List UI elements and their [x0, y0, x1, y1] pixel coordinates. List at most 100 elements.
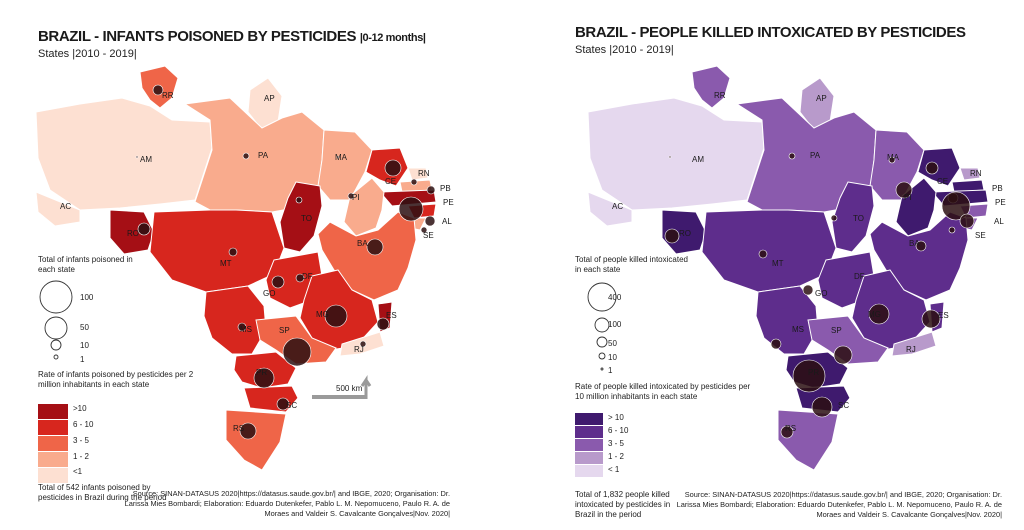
size-legend-circle-3 — [50, 339, 62, 351]
state-ro — [109, 209, 155, 255]
rate-swatch-3 — [575, 439, 603, 451]
bubble-sp — [833, 345, 853, 365]
label-ro: RO — [127, 229, 139, 238]
left-map-title: BRAZIL - INFANTS POISONED BY PESTICIDES … — [38, 28, 426, 45]
right-size-value-5: 1 — [608, 366, 613, 375]
label-ms: MS — [792, 325, 804, 334]
state-am — [587, 97, 765, 211]
label-es: ES — [386, 311, 397, 320]
right-brazil-map — [587, 65, 989, 471]
label-al: AL — [442, 217, 452, 226]
label-am: AM — [140, 155, 152, 164]
left-rate-legend-title: Rate of infants poisoned by pesticides p… — [38, 370, 194, 389]
state-pi — [343, 177, 385, 237]
left-rate-class-1: >10 — [73, 404, 87, 413]
bubble-ce — [384, 159, 402, 177]
state-pi — [895, 177, 937, 237]
label-rs: RS — [785, 424, 796, 433]
right-source-note: Source: SINAN-DATASUS 2020|https://datas… — [676, 490, 1002, 519]
label-sc: SC — [838, 401, 849, 410]
label-ac: AC — [60, 202, 71, 211]
right-map-svg: RR AP AM PA MA CE RN PB PE AL SE PI AC RO TO BA MT DF GO MG… — [575, 65, 1006, 477]
left-rate-class-4: 1 - 2 — [73, 452, 90, 461]
left-map-subtitle: States |2010 - 2019| — [38, 48, 137, 60]
label-ba: BA — [909, 239, 920, 248]
bubble-pr — [792, 359, 826, 393]
size-legend-circle-1 — [587, 282, 617, 312]
label-pi: PI — [352, 193, 360, 202]
label-rr: RR — [714, 91, 726, 100]
state-to — [831, 181, 875, 253]
size-legend-circle-2 — [594, 317, 610, 333]
bubble-pe — [398, 196, 424, 222]
label-pr: PR — [808, 368, 819, 377]
bubble-df — [295, 273, 305, 283]
label-es: ES — [938, 311, 949, 320]
bubble-am — [668, 155, 672, 159]
right-size-legend — [587, 282, 617, 371]
size-legend-circle-3 — [596, 336, 608, 348]
label-pe: PE — [995, 198, 1006, 207]
state-rr — [691, 65, 731, 109]
label-pa: PA — [810, 151, 821, 160]
bubble-pe — [941, 191, 971, 221]
state-rn — [407, 167, 429, 181]
size-legend-circle-2 — [44, 316, 68, 340]
right-map-title: BRAZIL - PEOPLE KILLED INTOXICATED BY PE… — [575, 24, 966, 41]
label-am: AM — [692, 155, 704, 164]
right-rate-class-2: 6 - 10 — [608, 426, 629, 435]
bubble-sc — [276, 397, 290, 411]
right-total-note: Total of 1,832 people killed intoxicated… — [575, 490, 671, 519]
bubble-al — [959, 213, 975, 229]
right-size-value-3: 50 — [608, 339, 617, 348]
left-scale-label: 500 km — [336, 384, 363, 393]
bubble-pr — [253, 367, 275, 389]
bubble-ba — [366, 238, 384, 256]
state-rj — [891, 331, 937, 357]
bubble-rj — [359, 340, 367, 348]
label-pa: PA — [258, 151, 269, 160]
rate-swatch-1 — [575, 413, 603, 425]
bubble-mg — [324, 304, 348, 328]
right-rate-legend — [575, 413, 603, 477]
right-size-value-4: 10 — [608, 353, 617, 362]
left-size-value-3: 10 — [80, 341, 89, 350]
rate-swatch-4 — [38, 452, 68, 467]
bubble-ro — [137, 222, 151, 236]
bubble-pa — [242, 152, 250, 160]
label-sc: SC — [286, 401, 297, 410]
bubble-rs — [780, 425, 794, 439]
label-mt: MT — [220, 259, 232, 268]
label-sp: SP — [279, 326, 290, 335]
rate-swatch-2 — [38, 420, 68, 435]
right-size-value-2: 100 — [608, 320, 622, 329]
left-state-bubbles — [135, 84, 436, 440]
state-rs — [777, 409, 839, 471]
size-legend-circle-4 — [598, 352, 606, 360]
label-pb: PB — [992, 184, 1003, 193]
size-legend-circle-1 — [39, 280, 73, 314]
left-state-labels: RR AP AM PA MA CE RN PB PE AL SE PI AC RO TO BA MT DF GO MG… — [60, 91, 454, 433]
label-ap: AP — [816, 94, 827, 103]
label-ce: CE — [937, 177, 948, 186]
label-ms: MS — [240, 325, 252, 334]
bubble-pi — [895, 181, 913, 199]
bubble-se — [948, 226, 956, 234]
label-rn: RN — [970, 169, 982, 178]
right-rate-class-1: > 10 — [608, 413, 624, 422]
right-size-legend-title: Total of people killed intoxicated in ea… — [575, 255, 688, 274]
label-mg: MG — [868, 310, 881, 319]
bubble-es — [921, 309, 941, 329]
bubble-ma — [336, 155, 340, 159]
label-mg: MG — [316, 310, 329, 319]
state-sp — [807, 315, 889, 365]
label-pb: PB — [440, 184, 451, 193]
state-ac — [35, 191, 81, 227]
bubble-al — [424, 215, 436, 227]
left-size-legend-title: Total of infants poisoned in each state — [38, 255, 133, 274]
label-pi: PI — [904, 193, 912, 202]
bubble-rr — [152, 84, 164, 96]
bubble-pi — [347, 192, 355, 200]
bubble-mt — [758, 249, 768, 259]
rate-swatch-5 — [575, 465, 603, 477]
